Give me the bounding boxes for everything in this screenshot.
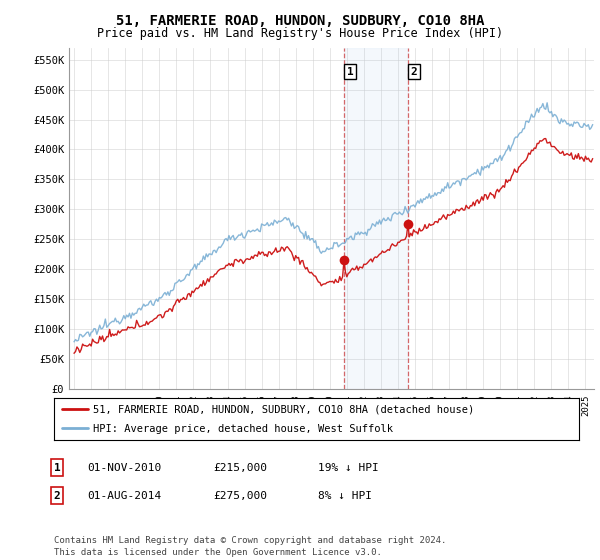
Bar — [344, 48, 408, 389]
Text: HPI: Average price, detached house, West Suffolk: HPI: Average price, detached house, West… — [94, 424, 394, 433]
Text: £275,000: £275,000 — [213, 491, 267, 501]
Text: 2: 2 — [53, 491, 61, 501]
Text: 01-NOV-2010: 01-NOV-2010 — [87, 463, 161, 473]
Text: £215,000: £215,000 — [213, 463, 267, 473]
Text: 8% ↓ HPI: 8% ↓ HPI — [318, 491, 372, 501]
Text: 01-AUG-2014: 01-AUG-2014 — [87, 491, 161, 501]
Text: Price paid vs. HM Land Registry's House Price Index (HPI): Price paid vs. HM Land Registry's House … — [97, 27, 503, 40]
Text: 19% ↓ HPI: 19% ↓ HPI — [318, 463, 379, 473]
Text: 51, FARMERIE ROAD, HUNDON, SUDBURY, CO10 8HA (detached house): 51, FARMERIE ROAD, HUNDON, SUDBURY, CO10… — [94, 404, 475, 414]
Text: 2: 2 — [410, 67, 417, 77]
Text: 1: 1 — [347, 67, 353, 77]
Text: 1: 1 — [53, 463, 61, 473]
Text: 51, FARMERIE ROAD, HUNDON, SUDBURY, CO10 8HA: 51, FARMERIE ROAD, HUNDON, SUDBURY, CO10… — [116, 14, 484, 28]
Text: Contains HM Land Registry data © Crown copyright and database right 2024.
This d: Contains HM Land Registry data © Crown c… — [54, 536, 446, 557]
